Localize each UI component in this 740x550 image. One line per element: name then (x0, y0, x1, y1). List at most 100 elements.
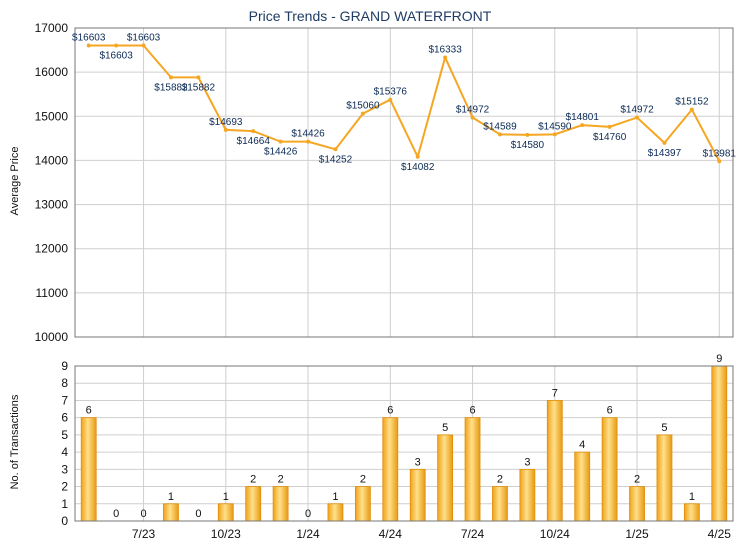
transactions-bar (382, 417, 399, 522)
price-point (278, 139, 283, 144)
price-data-label: $15152 (675, 97, 709, 108)
price-y-tick-label: 14000 (35, 153, 69, 167)
transactions-bar-label: 4 (579, 439, 585, 451)
price-y-tick-label: 11000 (36, 286, 69, 300)
price-data-label: $15882 (154, 82, 188, 93)
transactions-bar-label: 0 (140, 508, 146, 520)
price-y-axis-label: Average Price (9, 147, 21, 216)
price-y-tick-label: 17000 (35, 21, 69, 35)
x-tick-label: 4/25 (708, 527, 732, 541)
transactions-bar (519, 468, 536, 522)
price-point (470, 115, 475, 120)
transactions-bar (711, 365, 728, 522)
transactions-bar-label: 6 (469, 405, 475, 417)
transactions-bar (601, 417, 618, 522)
transactions-bar (163, 503, 179, 522)
transactions-bar-label: 0 (305, 508, 311, 520)
transactions-bar-label: 2 (497, 474, 503, 486)
transactions-bar-label: 3 (415, 456, 421, 468)
price-point (607, 124, 612, 129)
price-point (525, 132, 530, 137)
price-point (443, 55, 448, 60)
transactions-y-tick-label: 8 (61, 376, 68, 390)
price-point (497, 132, 502, 137)
x-tick-label: 10/23 (211, 527, 241, 541)
price-point (141, 43, 146, 48)
transactions-y-tick-label: 6 (61, 411, 68, 425)
transactions-panel: 0 1 2 3 4 5 6 7 8 9 6 0 0 1 0 1 2 2 0 1 2 6 3 5 6 2 3 7 4 6 2 5 1 9 7/23 10… (61, 353, 734, 541)
price-point (552, 132, 557, 137)
transactions-y-tick-label: 4 (61, 445, 68, 459)
transactions-bar-label: 1 (223, 491, 229, 503)
transactions-y-tick-label: 1 (61, 497, 68, 511)
price-data-label: $14580 (511, 140, 545, 151)
transactions-bar-label: 0 (113, 508, 119, 520)
transactions-bar (464, 417, 481, 522)
transactions-bar (574, 451, 591, 522)
transactions-bar (546, 400, 563, 522)
price-data-label: $16603 (99, 51, 133, 62)
transactions-bar-label: 6 (387, 405, 393, 417)
transactions-bar-label: 1 (332, 491, 338, 503)
transactions-bar-label: 2 (360, 474, 366, 486)
transactions-bar-label: 1 (168, 491, 174, 503)
price-point (251, 129, 256, 134)
transactions-y-tick-label: 7 (61, 393, 68, 407)
price-point (306, 139, 311, 144)
transactions-bar-label: 9 (716, 353, 722, 365)
price-data-label: $14760 (593, 132, 627, 143)
x-tick-label: 10/24 (540, 527, 570, 541)
transactions-bar (245, 486, 262, 522)
transactions-bar (80, 417, 97, 522)
transactions-bar-label: 7 (552, 387, 558, 399)
transactions-bar-label: 2 (634, 474, 640, 486)
x-tick-label: 7/24 (461, 527, 485, 541)
transactions-bar (272, 486, 289, 522)
transactions-bar (354, 486, 371, 522)
price-data-label: $14397 (648, 148, 682, 159)
price-point (635, 115, 640, 120)
price-point (196, 75, 201, 80)
transactions-plot-frame (74, 365, 734, 522)
transactions-y-axis-label: No. of Transactions (9, 394, 21, 489)
price-data-label: $14589 (483, 121, 517, 132)
transactions-bar-label: 1 (689, 491, 695, 503)
transactions-y-tick-label: 5 (61, 428, 68, 442)
price-point (114, 43, 119, 48)
price-data-label: $13981 (703, 148, 737, 159)
transactions-bar-label: 2 (278, 474, 284, 486)
price-data-label: $15376 (374, 87, 408, 98)
price-data-label: $14590 (538, 121, 572, 132)
price-data-label: $15060 (346, 101, 380, 112)
price-point (388, 97, 393, 102)
price-data-label: $16603 (72, 33, 106, 44)
x-tick-label: 7/23 (132, 527, 156, 541)
chart-title: Price Trends - GRAND WATERFRONT (249, 8, 492, 24)
price-point (415, 154, 420, 159)
price-data-label: $14664 (237, 136, 271, 147)
price-y-tick-label: 16000 (35, 65, 69, 79)
transactions-bar-label: 0 (195, 508, 201, 520)
price-y-tick-label: 13000 (35, 198, 69, 212)
price-data-label: $14426 (291, 129, 325, 140)
transactions-bar-label: 5 (661, 422, 667, 434)
price-data-label: $14426 (264, 147, 298, 158)
transactions-bar-label: 5 (442, 422, 448, 434)
price-data-label: $14693 (209, 117, 243, 128)
transactions-bar-label: 3 (524, 456, 530, 468)
price-data-label: $16333 (428, 44, 462, 55)
transactions-bar-label: 2 (250, 474, 256, 486)
transactions-bar-label: 6 (86, 405, 92, 417)
price-point (360, 111, 365, 116)
price-data-label: $16603 (127, 33, 161, 44)
transactions-bar (683, 503, 700, 522)
transactions-bar (629, 486, 645, 522)
price-series-line (88, 44, 721, 162)
price-point (662, 140, 667, 145)
transactions-bar (656, 434, 673, 522)
transactions-bar (492, 486, 508, 522)
transactions-bar (437, 434, 454, 522)
transactions-y-tick-label: 3 (61, 462, 68, 476)
price-panel: 10000 11000 12000 13000 14000 15000 16000 17000… (35, 21, 737, 344)
